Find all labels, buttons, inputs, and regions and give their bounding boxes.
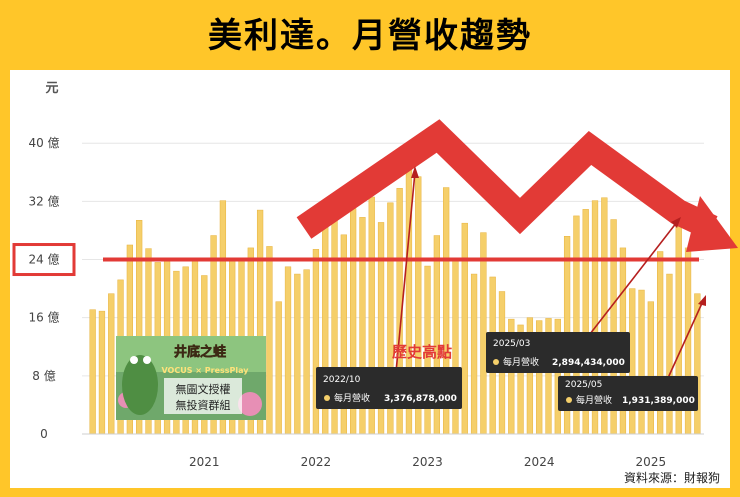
- pointer-arrows: [395, 166, 706, 379]
- y-tick-label: 8 億: [32, 369, 55, 383]
- watermark-line3: 無圖文授權: [176, 382, 231, 396]
- highlight-box: [12, 243, 76, 277]
- frog-eye-icon: [130, 356, 138, 364]
- bar: [461, 222, 468, 435]
- bar: [266, 246, 273, 435]
- bar: [470, 273, 478, 435]
- lotus-flower-icon: [238, 392, 262, 416]
- bar: [638, 289, 645, 435]
- bar: [294, 273, 301, 435]
- tooltip-date: 2025/05: [565, 380, 602, 390]
- bar: [275, 301, 282, 435]
- tooltip-date: 2022/10: [323, 375, 361, 385]
- pointer-arrowhead-peak: [411, 166, 419, 178]
- tooltip-date: 2025/03: [493, 339, 530, 349]
- x-tick-label: 2023: [412, 455, 443, 469]
- frog-eye-icon: [143, 356, 151, 364]
- y-axis: 元 0 8 億 16 億 24 億 32 億 40 億: [12, 81, 76, 441]
- x-tick-label: 2025: [636, 455, 667, 469]
- pointer-arrow-peak: [395, 171, 416, 373]
- x-tick-label: 2024: [524, 455, 555, 469]
- y-tick-label: 40 億: [28, 136, 59, 150]
- y-unit-label: 元: [45, 81, 58, 96]
- y-tick-label: 24 億: [28, 253, 59, 267]
- tooltip-box: [558, 376, 698, 411]
- tooltip-dot: [493, 359, 499, 365]
- y-tick-label: 16 億: [28, 311, 59, 325]
- tooltip-label: 每月營收: [503, 356, 539, 368]
- tooltip-label: 每月營收: [334, 392, 370, 404]
- tooltip-dot: [324, 395, 330, 401]
- watermark-brand: VOCUS × PressPlay: [162, 366, 250, 375]
- tooltip-box: [316, 367, 462, 409]
- tooltip-value: 1,931,389,000: [622, 396, 695, 406]
- bar: [284, 266, 292, 435]
- tooltip-label: 每月營收: [576, 394, 612, 406]
- bar: [480, 232, 487, 435]
- x-tick-label: 2022: [301, 455, 332, 469]
- watermark-line4: 無投資群組: [176, 398, 231, 412]
- tooltip-box: [486, 332, 630, 373]
- trend-arrow-head: [686, 196, 738, 252]
- bar: [89, 309, 96, 435]
- source-note: 資料來源：財報狗: [624, 470, 720, 485]
- bar: [108, 293, 115, 435]
- frog-icon: [122, 355, 158, 415]
- trend-arrow: [296, 119, 738, 252]
- pointer-arrowhead-2025-03: [671, 217, 681, 228]
- watermark-badge: 井底之蛙 VOCUS × PressPlay 無圖文授權 無投資群組: [116, 336, 266, 420]
- y-tick-label: 0: [40, 427, 48, 441]
- pointer-arrow-2025-03: [589, 221, 678, 335]
- trend-arrow-shaft: [296, 119, 718, 240]
- peak-annotation: 歷史高點: [392, 343, 452, 361]
- bar: [629, 288, 636, 435]
- x-tick-label: 2021: [189, 455, 220, 469]
- tooltip-2025-05: 2025/05 每月營收 1,931,389,000: [558, 376, 698, 411]
- tooltip-dot: [566, 397, 572, 403]
- bar: [647, 301, 654, 435]
- watermark-label-bg: [164, 378, 242, 414]
- pointer-arrowhead-2025-05: [698, 295, 706, 306]
- tooltip-value: 2,894,434,000: [552, 358, 625, 368]
- pointer-arrow-2025-05: [667, 300, 704, 379]
- bar: [98, 310, 106, 435]
- y-tick-label: 32 億: [28, 194, 59, 208]
- tooltip-2025-03: 2025/03 每月營收 2,894,434,000: [486, 332, 630, 373]
- tooltip-2022-10: 2022/10 每月營收 3,376,878,000: [316, 367, 462, 409]
- x-axis: 2021 2022 2023 2024 2025: [82, 433, 704, 469]
- tooltip-value: 3,376,878,000: [384, 394, 457, 404]
- watermark-title: 井底之蛙: [174, 344, 226, 360]
- bar: [303, 269, 310, 435]
- page-title: 美利達。月營收趨勢: [208, 16, 532, 56]
